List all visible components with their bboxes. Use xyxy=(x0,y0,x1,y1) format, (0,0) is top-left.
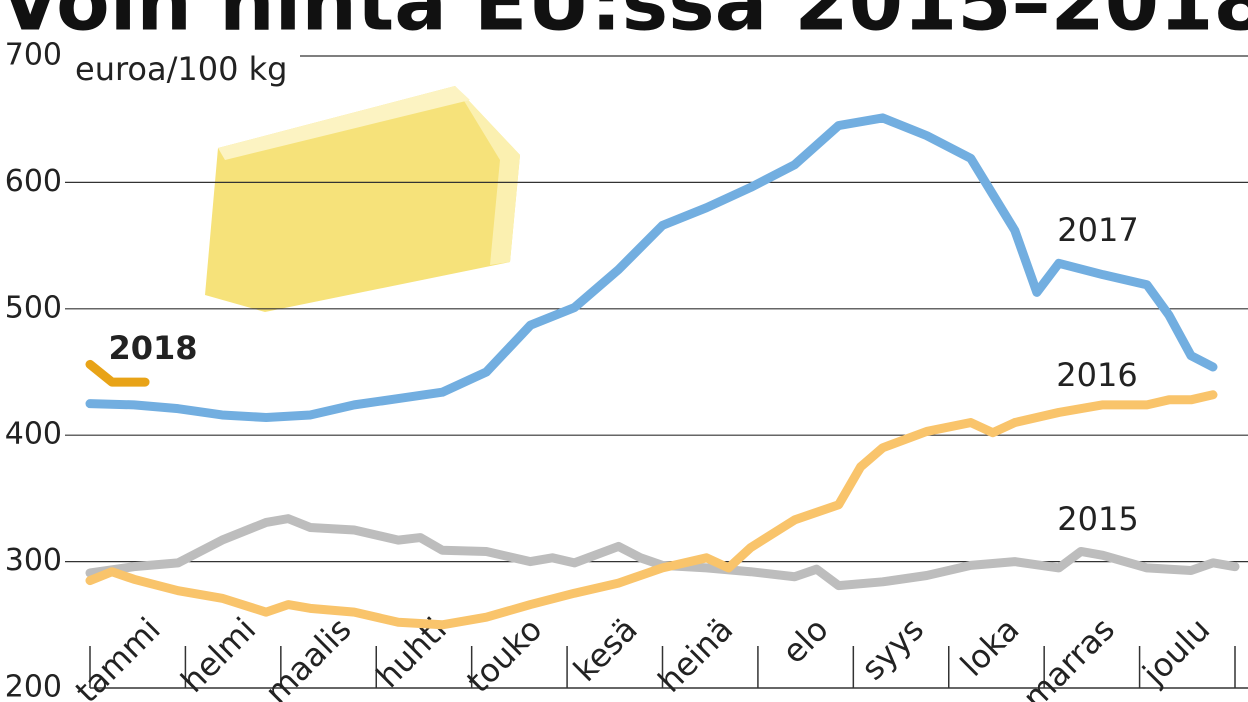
line-0 xyxy=(85,514,1240,591)
y-tick-label: 700 xyxy=(5,38,62,73)
x-tick-label: syys xyxy=(854,610,931,687)
y-tick-label: 200 xyxy=(5,670,62,702)
series-label: 2015 xyxy=(1057,500,1138,538)
chart-title: Voin hinta EU:ssa 2015–2018 xyxy=(0,0,1248,48)
y-tick-label: 400 xyxy=(5,417,62,452)
x-tick-label: elo xyxy=(775,610,836,671)
x-tick-label: joulu xyxy=(1135,610,1218,693)
line-3 xyxy=(85,359,150,387)
y-tick-label: 500 xyxy=(5,290,62,325)
y-axis-label: euroa/100 kg xyxy=(75,50,287,88)
series-label: 2017 xyxy=(1057,211,1138,249)
x-tick-label: helmi xyxy=(173,610,263,700)
x-tick-label: kesä xyxy=(566,610,645,689)
series-label: 2018 xyxy=(108,329,197,367)
series-label: 2016 xyxy=(1056,356,1137,394)
line-1 xyxy=(85,390,1218,630)
y-tick-label: 600 xyxy=(5,164,62,199)
x-tick-label: heinä xyxy=(651,610,741,700)
butter-image xyxy=(205,86,520,312)
y-tick-label: 300 xyxy=(5,543,62,578)
x-tick-label: loka xyxy=(953,610,1027,684)
line-2 xyxy=(85,113,1218,423)
